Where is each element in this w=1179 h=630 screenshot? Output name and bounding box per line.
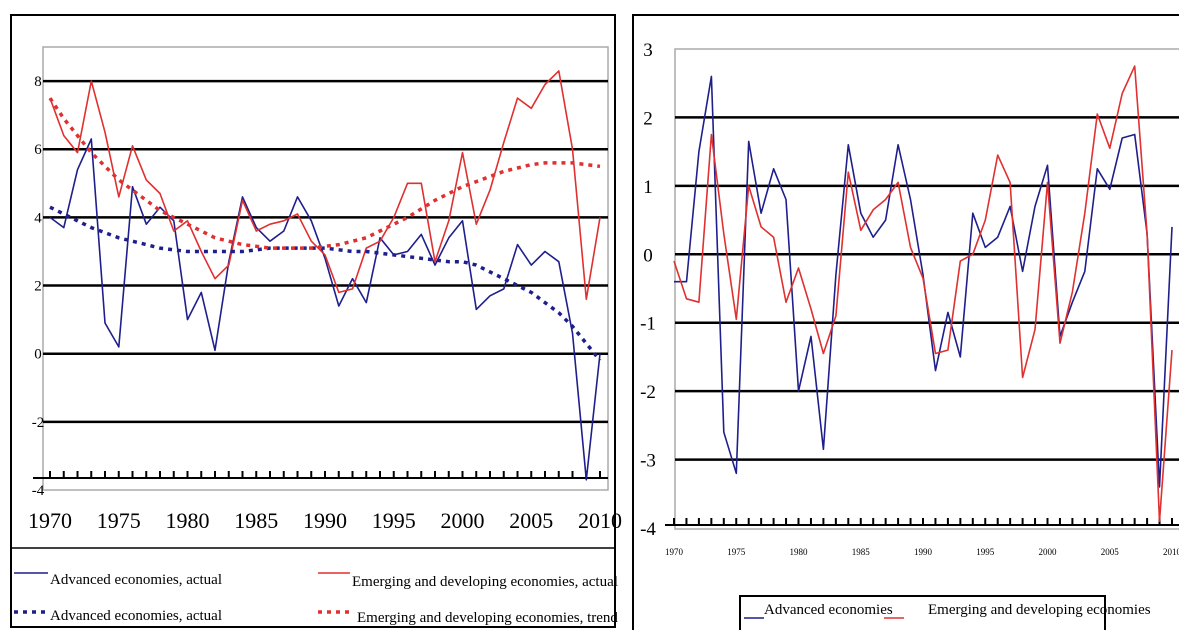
series-line-2 <box>49 205 602 362</box>
x-tick-label: 1975 <box>97 508 141 533</box>
legend-label: Advanced economies <box>764 602 893 618</box>
y-tick-label: 4 <box>34 210 42 226</box>
series-line-0 <box>674 75 1173 488</box>
x-tick-label: 1970 <box>665 547 684 557</box>
x-tick-label: 2005 <box>1101 547 1120 557</box>
y-tick-label: 1 <box>643 177 653 198</box>
x-tick-label: 1980 <box>166 508 210 533</box>
x-tick-label: 2000 <box>441 508 485 533</box>
x-tick-label: 1995 <box>372 508 416 533</box>
series-line-3 <box>48 97 601 250</box>
x-tick-label: 1985 <box>852 547 871 557</box>
x-tick-label: 1995 <box>976 547 995 557</box>
y-tick-label: 0 <box>34 347 42 363</box>
series-line-1 <box>49 70 601 301</box>
y-tick-label: 2 <box>643 108 653 129</box>
x-tick-label: 1970 <box>28 508 72 533</box>
x-tick-label: 2010 <box>1163 547 1179 557</box>
x-tick-label: 1990 <box>303 508 347 533</box>
legend-label: Emerging and developing economies <box>928 602 1151 618</box>
y-tick-label: 8 <box>34 74 42 90</box>
y-tick-label: 6 <box>34 142 42 158</box>
y-tick-label: -4 <box>640 519 656 540</box>
x-tick-label: 1975 <box>727 547 746 557</box>
y-tick-label: 2 <box>34 279 42 295</box>
legend-label: Emerging and developing economies, actua… <box>352 574 618 590</box>
y-tick-label: -3 <box>640 451 656 472</box>
left-chart-panel: 8 6 4 2 0 -2 -4 1970 1975 1980 1985 1990 1995 2000 20… <box>10 14 622 628</box>
y-tick-label: -4 <box>32 483 45 499</box>
y-tick-label: -2 <box>32 415 45 431</box>
y-tick-label: -2 <box>640 382 656 403</box>
x-tick-label: 1980 <box>790 547 809 557</box>
x-tick-label: 1990 <box>914 547 933 557</box>
right-chart-panel: 3 2 1 0 -1 -2 -3 -4 1970 1975 1980 1985 1990 1995 200… <box>632 14 1179 630</box>
series-line-0 <box>49 138 601 481</box>
x-tick-label: 2005 <box>509 508 553 533</box>
series-line-1 <box>673 65 1173 523</box>
legend-label: Advanced economies, actual <box>50 572 222 588</box>
y-tick-label: 3 <box>643 40 653 61</box>
y-tick-label: 0 <box>643 245 653 266</box>
x-tick-label: 2000 <box>1039 547 1058 557</box>
legend-label: Emerging and developing economies, trend <box>357 610 618 626</box>
y-tick-label: -1 <box>640 314 656 335</box>
x-tick-label: 2010 <box>578 508 622 533</box>
legend-label: Advanced economies, actual <box>50 608 222 624</box>
x-tick-label: 1985 <box>234 508 278 533</box>
